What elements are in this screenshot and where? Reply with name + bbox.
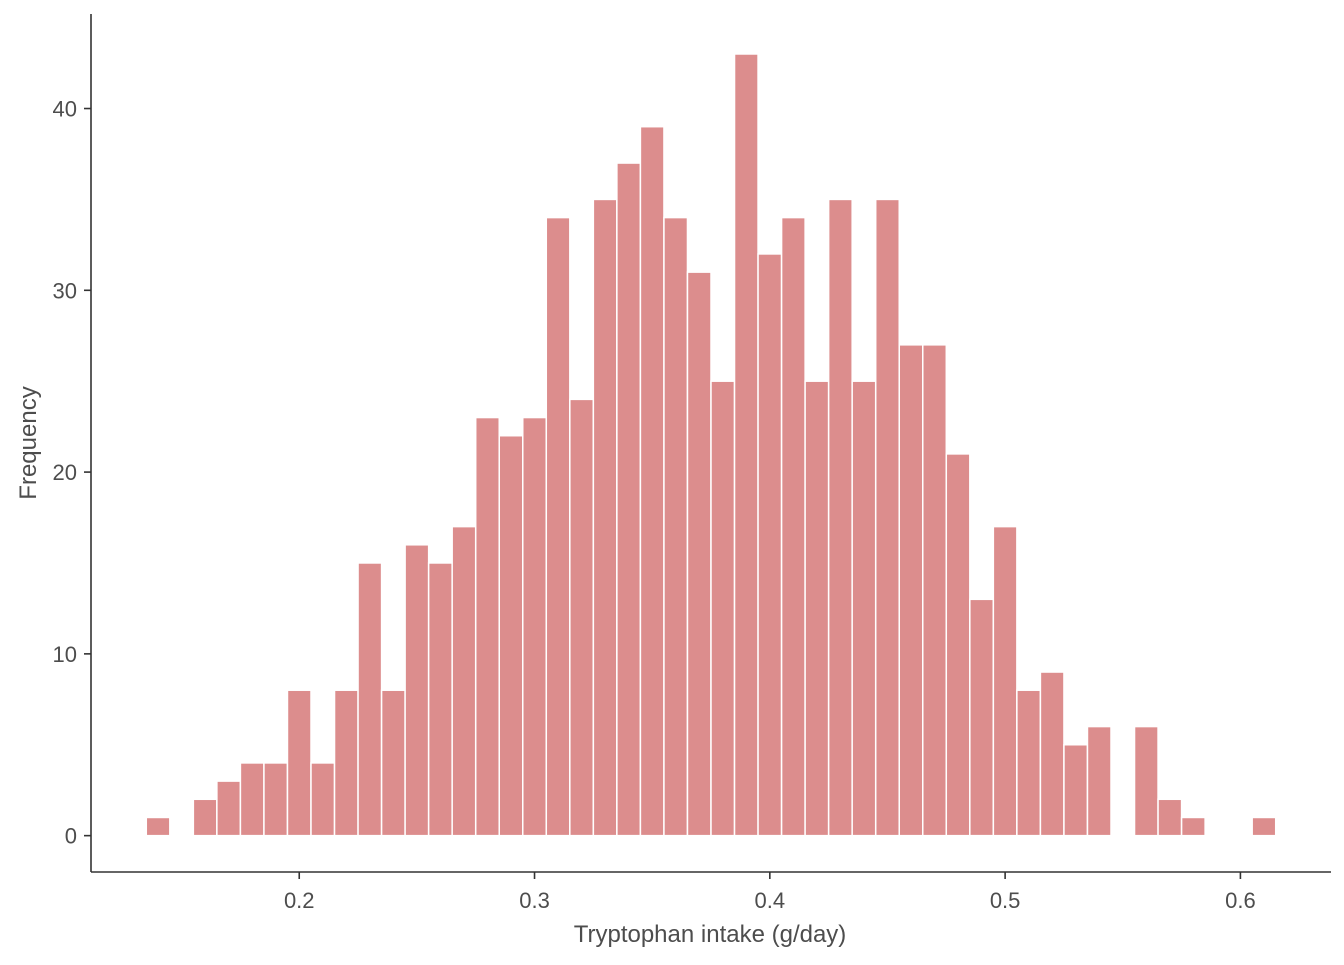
histogram-bar [663, 216, 689, 837]
y-tick-label: 10 [53, 642, 77, 667]
histogram-bar [1086, 725, 1112, 837]
histogram-bar [733, 53, 759, 837]
y-tick-label: 40 [53, 97, 77, 122]
histogram-bar [1133, 725, 1159, 837]
histogram-bar [239, 762, 265, 837]
histogram-bar [498, 434, 524, 837]
histogram-bar [827, 198, 853, 837]
histogram-bar [451, 525, 477, 837]
histogram-bar [1157, 798, 1183, 837]
histogram-bar [710, 380, 736, 837]
histogram-bar [686, 271, 712, 837]
histogram-bar [898, 344, 924, 837]
histogram-bar [569, 398, 595, 837]
histogram-bar [874, 198, 900, 837]
x-tick-label: 0.3 [519, 888, 550, 913]
histogram-bar [1039, 671, 1065, 837]
histogram-bar [945, 453, 971, 837]
histogram-bar [357, 562, 383, 837]
histogram-bar [522, 416, 548, 837]
histogram-bar [616, 162, 642, 837]
histogram-bar [804, 380, 830, 837]
x-tick-label: 0.6 [1225, 888, 1256, 913]
histogram-bar [969, 598, 995, 837]
x-axis-ticks: 0.2 0.3 0.4 0.5 0.6 [284, 872, 1256, 913]
histogram-bar [922, 344, 948, 837]
x-tick-label: 0.5 [990, 888, 1021, 913]
histogram-bar [263, 762, 289, 837]
y-axis-ticks: 0 10 20 30 40 [53, 97, 91, 849]
histogram-bar [216, 780, 242, 837]
y-tick-label: 30 [53, 278, 77, 303]
y-tick-label: 0 [65, 824, 77, 849]
y-tick-label: 20 [53, 460, 77, 485]
histogram-bar [474, 416, 500, 837]
histogram-bar [1063, 744, 1089, 837]
histogram-bar [380, 689, 406, 837]
x-tick-label: 0.4 [755, 888, 786, 913]
histogram-bar [545, 216, 571, 837]
histogram-bar [592, 198, 618, 837]
histogram-bar [1180, 816, 1206, 837]
histogram-bar [404, 544, 430, 837]
y-axis-title: Frequency [15, 386, 42, 499]
histogram-bar [286, 689, 312, 837]
histogram-bar [992, 525, 1018, 837]
histogram-bar [851, 380, 877, 837]
histogram-bar [192, 798, 218, 837]
histogram-bar [310, 762, 336, 837]
histogram-bar [1251, 816, 1277, 837]
bars-group [145, 53, 1277, 837]
x-axis-title: Tryptophan intake (g/day) [574, 921, 847, 948]
histogram-bar [145, 816, 171, 837]
histogram-bar [757, 253, 783, 837]
x-tick-label: 0.2 [284, 888, 315, 913]
histogram-bar [333, 689, 359, 837]
histogram-bar [1016, 689, 1042, 837]
histogram-bar [427, 562, 453, 837]
histogram-bar [639, 125, 665, 837]
histogram-bar [780, 216, 806, 837]
